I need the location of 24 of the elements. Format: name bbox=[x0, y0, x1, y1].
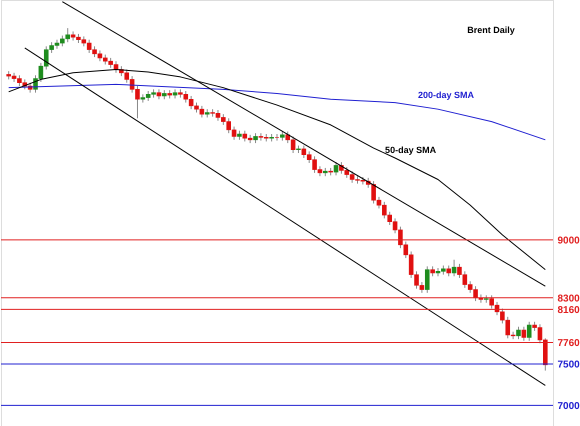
candlestick bbox=[526, 321, 532, 342]
candlestick bbox=[334, 162, 338, 176]
series-label: 50-day SMA bbox=[385, 144, 437, 155]
candlestick bbox=[280, 131, 285, 142]
candlestick bbox=[516, 326, 521, 340]
series-label: 200-day SMA bbox=[418, 90, 475, 100]
candlestick bbox=[237, 130, 242, 140]
candlestick bbox=[156, 88, 162, 100]
y-tick-label: 8300 bbox=[558, 293, 580, 304]
candlestick bbox=[446, 265, 452, 277]
y-tick-label: 7500 bbox=[558, 359, 580, 370]
candlestick bbox=[430, 266, 435, 277]
y-tick-label: 7000 bbox=[558, 400, 580, 412]
candlestick bbox=[452, 259, 456, 277]
y-tick-label: 7760 bbox=[558, 338, 580, 349]
y-tick-label: 9000 bbox=[558, 235, 580, 246]
line-series bbox=[8, 84, 546, 140]
y-tick-label: 8160 bbox=[558, 304, 580, 316]
candlestick bbox=[162, 90, 167, 100]
candlestick bbox=[522, 326, 526, 342]
candlestick bbox=[253, 132, 258, 144]
candlestick bbox=[424, 266, 430, 294]
text: Brent Daily bbox=[467, 25, 515, 35]
candlestick bbox=[172, 88, 178, 99]
